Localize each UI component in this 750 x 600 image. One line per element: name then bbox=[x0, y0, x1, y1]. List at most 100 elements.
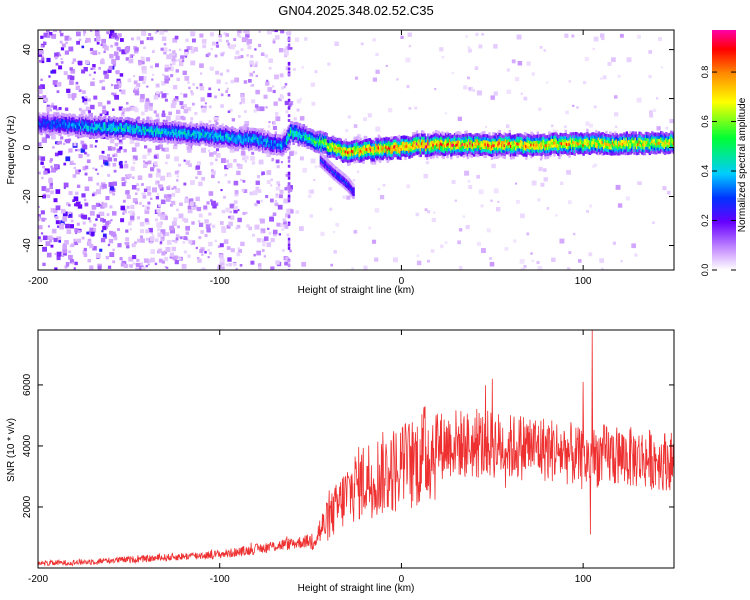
ridge-cell bbox=[474, 139, 477, 143]
streak-cell bbox=[287, 190, 291, 194]
ridge-cell bbox=[604, 141, 607, 145]
noise-cell bbox=[38, 216, 41, 222]
ridge-cell bbox=[88, 128, 92, 132]
ridge-cell bbox=[289, 123, 293, 128]
noise-cell bbox=[227, 180, 231, 184]
noise-cell bbox=[78, 169, 81, 172]
ridge-cell bbox=[415, 145, 419, 149]
noise-cell bbox=[97, 265, 102, 270]
streak-cell bbox=[287, 243, 291, 247]
ridge-cell bbox=[277, 137, 280, 141]
noise-cell bbox=[119, 164, 124, 169]
ridge-cell bbox=[418, 136, 421, 140]
noise-cell bbox=[164, 98, 168, 102]
ridge-cell bbox=[275, 137, 279, 142]
ridge-cell bbox=[301, 143, 304, 147]
ridge-cell bbox=[582, 137, 585, 142]
ridge-cell bbox=[401, 141, 405, 145]
ridge-cell bbox=[54, 113, 57, 117]
ridge-cell bbox=[324, 135, 327, 139]
noise-cell bbox=[584, 56, 589, 62]
noise-cell bbox=[40, 78, 43, 81]
ridge-cell bbox=[396, 156, 400, 160]
ridge-cell bbox=[410, 151, 414, 155]
ridge-cell bbox=[194, 142, 197, 146]
ridge-cell bbox=[283, 135, 286, 139]
noise-cell bbox=[468, 87, 472, 91]
noise-cell bbox=[202, 44, 207, 49]
ridge-cell bbox=[222, 132, 225, 136]
ridge-cell bbox=[169, 124, 172, 128]
noise-cell bbox=[289, 249, 292, 253]
ridge-cell bbox=[536, 131, 539, 135]
ridge-cell bbox=[326, 139, 330, 143]
ridge-cell bbox=[554, 138, 557, 142]
noise-cell bbox=[86, 159, 91, 164]
ridge-cell bbox=[193, 132, 196, 136]
ridge-cell bbox=[540, 155, 543, 159]
ridge-cell bbox=[296, 133, 299, 138]
noise-cell bbox=[156, 30, 159, 33]
noise-cell bbox=[58, 240, 61, 243]
ridge-cell bbox=[74, 119, 78, 123]
ridge-cell bbox=[200, 129, 204, 133]
ridge-cell bbox=[169, 139, 172, 143]
ridge-cell bbox=[415, 151, 419, 155]
ridge-cell bbox=[109, 123, 112, 127]
noise-cell bbox=[280, 95, 284, 100]
ridge-cell bbox=[315, 146, 318, 150]
ridge-cell bbox=[487, 152, 490, 156]
ridge-cell bbox=[115, 123, 118, 127]
ridge-cell bbox=[446, 143, 449, 147]
ridge-cell bbox=[250, 132, 253, 136]
ridge-cell bbox=[342, 150, 345, 154]
noise-cell bbox=[130, 204, 135, 209]
ridge-cell bbox=[356, 136, 359, 140]
ridge-cell bbox=[420, 141, 424, 146]
ridge-cell bbox=[155, 124, 158, 128]
noise-cell bbox=[187, 148, 192, 153]
noise-cell bbox=[76, 222, 80, 226]
ridge-cell bbox=[564, 144, 567, 148]
ridge-cell bbox=[376, 156, 379, 160]
noise-cell bbox=[215, 153, 221, 158]
ridge-cell bbox=[597, 137, 601, 141]
ridge-cell bbox=[152, 127, 155, 132]
ridge-cell bbox=[356, 150, 359, 154]
ridge-cell bbox=[205, 132, 209, 136]
ridge-cell bbox=[569, 147, 573, 151]
ridge-cell bbox=[76, 124, 79, 128]
ridge-cell bbox=[176, 132, 179, 136]
ridge-cell bbox=[391, 141, 394, 145]
noise-cell bbox=[219, 72, 223, 76]
ridge-cell bbox=[144, 129, 148, 133]
ridge-cell bbox=[118, 117, 121, 121]
ridge-cell bbox=[462, 136, 466, 141]
ridge-cell bbox=[550, 135, 553, 139]
ridge-cell bbox=[469, 147, 472, 151]
ridge-cell bbox=[331, 135, 335, 139]
noise-cell bbox=[198, 222, 204, 227]
ridge-cell bbox=[317, 144, 321, 148]
ridge-cell bbox=[345, 147, 349, 151]
ridge-cell bbox=[264, 135, 267, 139]
noise-cell bbox=[197, 258, 202, 263]
noise-cell bbox=[284, 261, 289, 266]
ridge-cell bbox=[191, 126, 195, 130]
noise-cell bbox=[85, 106, 91, 112]
noise-cell bbox=[230, 248, 235, 253]
ridge-cell bbox=[120, 128, 124, 133]
ridge-cell bbox=[135, 135, 139, 139]
ridge-cell bbox=[204, 139, 207, 143]
noise-cell bbox=[73, 267, 76, 270]
noise-cell bbox=[218, 38, 222, 42]
ridge-cell bbox=[260, 141, 263, 145]
noise-cell bbox=[110, 146, 113, 149]
noise-cell bbox=[241, 188, 245, 192]
noise-cell bbox=[67, 211, 72, 216]
ridge-cell bbox=[287, 129, 290, 133]
ridge-cell bbox=[569, 132, 573, 136]
ridge-cell bbox=[359, 143, 363, 147]
noise-cell bbox=[199, 33, 204, 38]
noise-cell bbox=[211, 224, 216, 229]
